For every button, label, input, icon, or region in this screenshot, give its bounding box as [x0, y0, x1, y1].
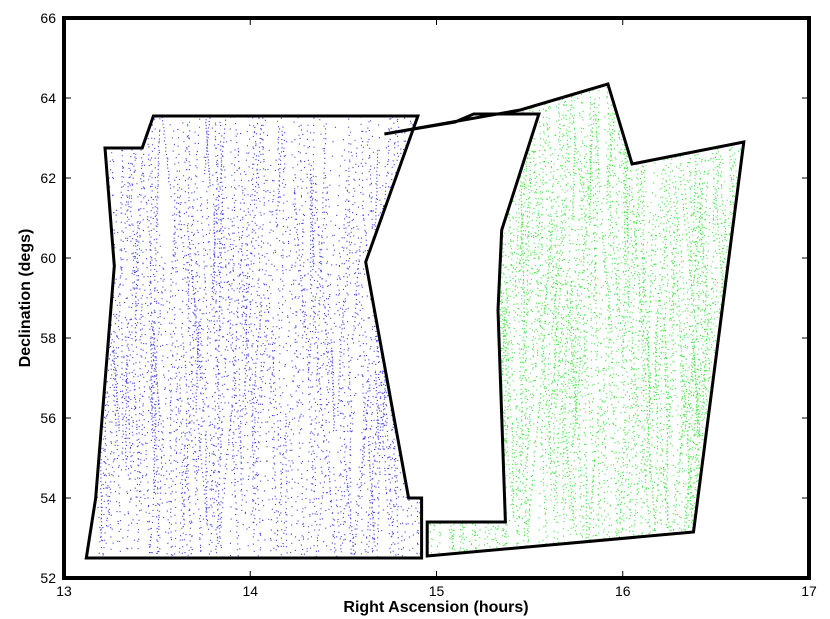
y-tick-label: 64: [40, 90, 56, 106]
x-tick-label: 15: [429, 583, 445, 599]
y-tick-label: 56: [40, 410, 56, 426]
y-tick-label: 58: [40, 330, 56, 346]
x-tick-label: 13: [56, 583, 72, 599]
x-axis-title: Right Ascension (hours): [343, 599, 528, 616]
axis-ticks: 13 14 15 16 17 52 54 56 58 60 62 64 66: [40, 10, 817, 599]
y-tick-label: 62: [40, 170, 56, 186]
x-tick-label: 17: [801, 583, 817, 599]
scatter-points: [96, 87, 744, 560]
y-tick-label: 66: [40, 10, 56, 26]
y-tick-label: 54: [40, 490, 56, 506]
y-axis-title: Declination (degs): [17, 229, 34, 368]
boundary-series-1: [384, 82, 746, 558]
scatter-series-1: [409, 87, 744, 557]
y-tick-label: 52: [40, 570, 56, 586]
survey-boundaries: [84, 82, 746, 560]
boundary-series-0: [84, 114, 424, 560]
y-tick-label: 60: [40, 250, 56, 266]
plot-frame: [62, 16, 811, 580]
x-tick-label: 14: [242, 583, 258, 599]
x-tick-label: 16: [615, 583, 631, 599]
series-1-points: [409, 87, 744, 557]
